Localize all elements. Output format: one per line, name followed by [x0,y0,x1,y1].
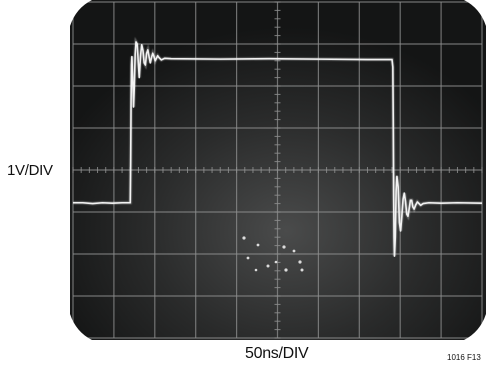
figure-number: 1016 F13 [447,353,481,362]
screen-reflection-dots [242,236,304,272]
trace-group [73,36,483,257]
y-axis-label: 1V/DIV [7,162,53,179]
crt-bezel-corners [70,0,486,340]
waveform-trace [73,41,483,257]
x-axis-label: 50ns/DIV [245,345,309,362]
oscilloscope-screen [70,0,486,340]
